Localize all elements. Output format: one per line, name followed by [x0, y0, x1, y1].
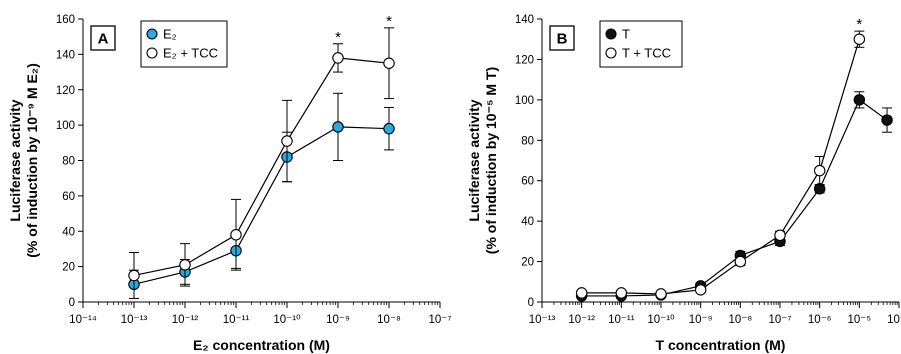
data-point	[332, 52, 344, 64]
legend-box	[140, 20, 228, 68]
legend-label: T + TCC	[622, 46, 671, 61]
x-axis-title: T concentration (M)	[656, 337, 786, 353]
panel-b: 0 20 40 60 80 100 120 140 10⁻¹³ 10⁻¹² 10⁻¹¹ 10⁻¹⁰ 10…	[466, 14, 901, 353]
x-tick-label: 10⁻⁷	[768, 314, 791, 326]
y-tick-label: 20	[521, 257, 534, 269]
panel-label-box	[90, 25, 116, 51]
legend-marker	[605, 28, 617, 40]
legend-marker	[146, 28, 158, 40]
data-point	[734, 255, 747, 268]
x-tick-label: 10⁻⁵	[848, 314, 872, 326]
y-tick-label: 40	[62, 226, 75, 238]
y-tick-label: 0	[69, 297, 75, 309]
panel-label: A	[98, 31, 109, 48]
x-tick-label: 10⁻⁴	[887, 314, 901, 326]
data-point	[881, 114, 893, 126]
panel-label-box	[549, 25, 575, 51]
y-tick-label: 120	[515, 54, 534, 66]
legend-marker	[146, 47, 158, 59]
x-tick-label: 10⁻¹³	[529, 314, 556, 326]
y-tick-label: 0	[528, 297, 534, 309]
y-tick-label: 60	[521, 176, 534, 188]
data-point	[332, 121, 344, 133]
y-axis-title: Luciferase activity	[7, 99, 23, 221]
data-point	[853, 94, 866, 106]
y-tick-label: 80	[62, 156, 75, 168]
x-axis-title: E₂ concentration (M)	[193, 337, 330, 353]
y-tick-label: 160	[56, 14, 75, 26]
data-point	[128, 269, 140, 282]
significance-asterisk: *	[335, 29, 341, 46]
series-line	[133, 57, 390, 277]
data-point	[230, 229, 242, 241]
series-line	[581, 39, 860, 295]
data-point	[813, 164, 826, 177]
y-axis-title-line2: (% of induction by 10⁻⁹ M E₂)	[24, 63, 40, 257]
y-tick-label: 140	[515, 14, 534, 26]
y-tick-label: 80	[521, 135, 534, 147]
y-tick-label: 60	[62, 191, 75, 203]
legend-box	[599, 20, 683, 68]
y-tick-label: 40	[521, 216, 534, 228]
y-tick-label: 100	[515, 95, 534, 107]
legend-label: E₂ + TCC	[163, 46, 218, 61]
x-tick-label: 10⁻¹⁰	[647, 314, 675, 326]
series-line	[133, 126, 390, 285]
x-tick-label: 10⁻⁶	[808, 314, 832, 326]
x-tick-label: 10⁻⁸	[377, 314, 401, 326]
y-tick-label: 140	[56, 49, 75, 61]
y-tick-label: 100	[56, 120, 75, 132]
x-tick-label: 10⁻¹²	[172, 314, 199, 326]
x-tick-label: 10⁻⁸	[728, 314, 752, 326]
data-point	[853, 33, 866, 45]
x-tick-label: 10⁻¹¹	[608, 314, 635, 326]
legend-marker	[605, 47, 617, 59]
x-tick-label: 10⁻¹⁰	[273, 314, 301, 326]
x-tick-label: 10⁻¹¹	[223, 314, 250, 326]
data-point	[179, 259, 191, 271]
legend-label: T	[622, 27, 630, 42]
y-axis-title: Luciferase activity	[466, 99, 482, 221]
data-point	[383, 57, 395, 69]
data-point	[774, 229, 786, 242]
data-point	[694, 284, 707, 296]
x-tick-label: 10⁻⁷	[428, 314, 451, 326]
data-point	[383, 122, 395, 135]
data-point	[575, 287, 588, 299]
data-point	[615, 287, 628, 299]
x-tick-label: 10⁻¹⁴	[69, 314, 97, 326]
data-point	[655, 288, 667, 300]
y-axis-title-line2: (% of induction by 10⁻⁵ M T)	[483, 67, 499, 254]
significance-asterisk: *	[856, 16, 862, 33]
panel-label: B	[557, 31, 568, 48]
significance-asterisk: *	[386, 13, 392, 30]
data-point	[281, 135, 293, 147]
x-tick-label: 10⁻¹²	[568, 314, 595, 326]
x-tick-label: 10⁻⁹	[326, 314, 350, 326]
y-tick-label: 120	[56, 85, 75, 97]
x-tick-label: 10⁻¹³	[121, 314, 148, 326]
x-tick-label: 10⁻⁹	[689, 314, 713, 326]
y-tick-label: 20	[62, 262, 75, 274]
legend-label: E₂	[163, 27, 177, 42]
panel-a: 0 20 40 60 80 100 120 140 160 10⁻¹⁴ 10⁻¹³ 10⁻¹² 10⁻¹…	[7, 13, 452, 353]
